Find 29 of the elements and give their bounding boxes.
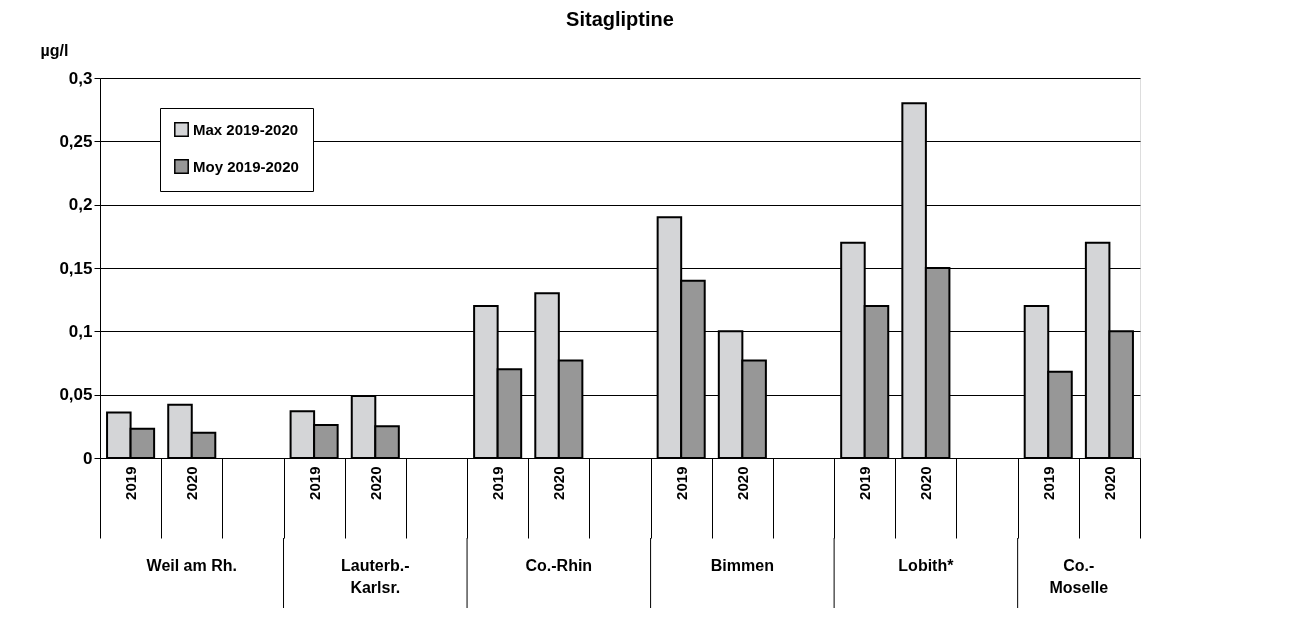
text: Co.-Moselle bbox=[1049, 557, 1109, 596]
y-tick-label: 0,15 bbox=[59, 258, 93, 278]
x-tick-label: 2019 bbox=[489, 466, 507, 500]
x-tick-label: 2020 bbox=[1100, 466, 1118, 500]
text: Lobith* bbox=[898, 557, 955, 574]
x-tick-label: 2020 bbox=[733, 466, 751, 500]
x-tick-label: 2020 bbox=[366, 466, 384, 500]
x-tick-label: 2020 bbox=[550, 466, 568, 500]
y-tick-label: 0,25 bbox=[59, 131, 93, 151]
y-tick-label: 0 bbox=[83, 448, 93, 468]
x-tick-label: 2019 bbox=[856, 466, 874, 500]
x-tick-label: 2019 bbox=[1039, 466, 1057, 500]
chart-title: Sitagliptine bbox=[566, 8, 674, 30]
legend-label: Moy 2019-2020 bbox=[193, 157, 299, 175]
text: Weil am Rh. bbox=[146, 557, 237, 574]
x-tick-label: 2020 bbox=[183, 466, 201, 500]
legend-label: Max 2019-2020 bbox=[193, 120, 299, 138]
y-axis-title: µg/l bbox=[40, 41, 69, 59]
y-tick-label: 0,05 bbox=[59, 385, 93, 405]
x-tick-label: 2020 bbox=[917, 466, 935, 500]
y-tick-label: 0,2 bbox=[68, 195, 93, 215]
text: Bimmen bbox=[710, 557, 774, 574]
text: Lauterb.-Karlsr. bbox=[341, 557, 410, 596]
y-tick-label: 0,3 bbox=[68, 68, 93, 88]
y-tick-label: 0,1 bbox=[68, 321, 93, 341]
x-tick-label: 2019 bbox=[672, 466, 690, 500]
x-tick-label: 2019 bbox=[122, 466, 140, 500]
text: Co.-Rhin bbox=[525, 557, 593, 574]
x-tick-label: 2019 bbox=[305, 466, 323, 500]
